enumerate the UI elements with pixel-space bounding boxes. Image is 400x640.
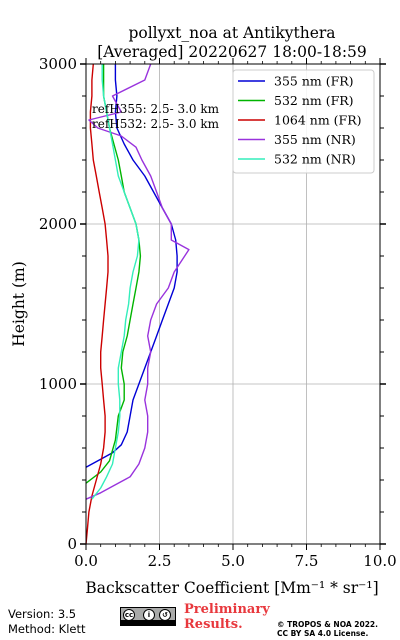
chart-title: pollyxt_noa at Antikythera (128, 24, 335, 42)
annotation-refh532: refH532: 2.5- 3.0 km (92, 117, 220, 131)
legend-label: 532 nm (FR) (274, 93, 354, 108)
preliminary-notice: Preliminary Results. (184, 602, 270, 632)
preliminary-line2: Results. (184, 617, 243, 632)
x-axis-label: Backscatter Coefficient [Mm⁻¹ * sr⁻¹] (85, 579, 378, 597)
preliminary-line1: Preliminary (184, 602, 270, 617)
annotation-refh355: refH355: 2.5- 3.0 km (92, 102, 220, 116)
series-line-3 (85, 63, 190, 500)
cc-license-icon: cc i ↺ (120, 607, 176, 626)
y-tick-label: 3000 (39, 55, 77, 73)
legend-box (232, 69, 375, 174)
x-tick-label: 2.5 (148, 552, 172, 570)
x-tick-label: 7.5 (295, 552, 319, 570)
legend-label: 1064 nm (FR) (274, 113, 362, 128)
copyright-notice: © TROPOS & NOA 2022. CC BY SA 4.0 Licens… (277, 620, 378, 638)
plot-frame (85, 63, 381, 545)
y-tick-label: 2000 (39, 215, 77, 233)
legend-label: 532 nm (NR) (274, 152, 356, 167)
legend: 355 nm (FR) 532 nm (FR) 1064 nm (FR) 355 nm… (232, 69, 375, 174)
version-text: Version: 3.5 (8, 607, 77, 621)
y-axis-label: Height (m) (10, 261, 28, 347)
series-line-4 (91, 64, 140, 500)
axis-ticks: 0.0 2.5 5.0 7.5 10.0 0 1000 2000 3000 (39, 55, 397, 570)
copyright-line1: © TROPOS & NOA 2022. (277, 620, 379, 629)
y-tick-label: 0 (67, 535, 77, 553)
legend-label: 355 nm (NR) (274, 132, 356, 147)
x-tick-label: 10.0 (363, 552, 396, 570)
copyright-line2: CC BY SA 4.0 License. (277, 629, 369, 638)
series-line-2 (85, 63, 109, 545)
series-lines (85, 63, 190, 545)
chart-subtitle: [Averaged] 20220627 18:00-18:59 (97, 43, 367, 61)
legend-label: 355 nm (FR) (274, 74, 354, 89)
x-tick-label: 5.0 (221, 552, 245, 570)
y-tick-label: 1000 (39, 375, 77, 393)
method-text: Method: Klett (8, 622, 86, 636)
x-tick-label: 0.0 (74, 552, 98, 570)
